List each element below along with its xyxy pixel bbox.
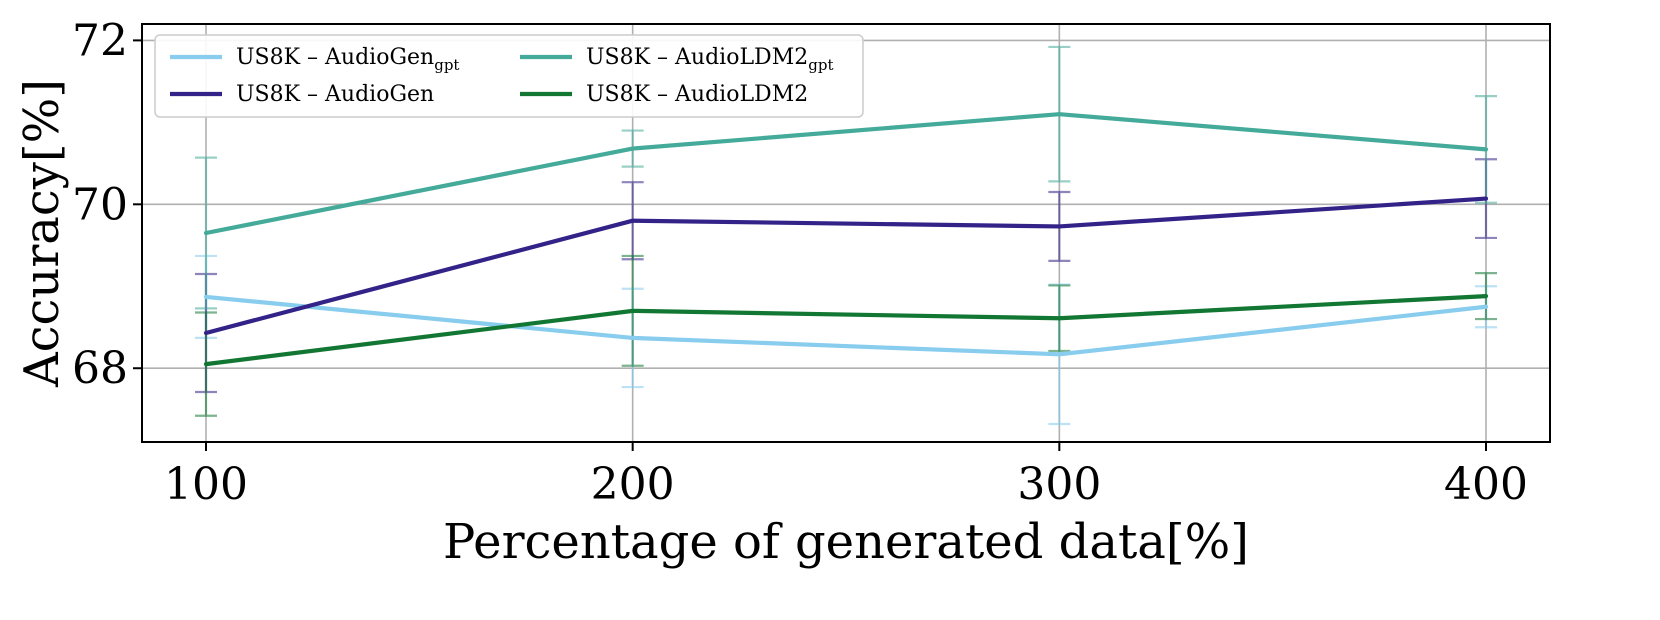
legend-label-name: US8K – AudioLDM2 bbox=[586, 82, 808, 107]
y-axis-label: Accuracy[%] bbox=[14, 79, 70, 388]
y-tick-label: 70 bbox=[72, 179, 128, 230]
axis-ticks: 100 200 300 400 68 70 72 bbox=[72, 15, 1528, 510]
series-line-1 bbox=[203, 196, 1489, 336]
series-line-0 bbox=[203, 294, 1489, 357]
x-tick-label: 400 bbox=[1444, 459, 1528, 510]
legend-label-name: US8K – AudioGen bbox=[236, 45, 434, 70]
y-tick-label: 72 bbox=[72, 15, 128, 66]
x-tick-label: 200 bbox=[591, 459, 675, 510]
series-line-2 bbox=[203, 112, 1489, 236]
x-tick-label: 300 bbox=[1017, 459, 1101, 510]
series-lines bbox=[203, 112, 1489, 367]
x-axis-label: Percentage of generated data[%] bbox=[443, 514, 1249, 570]
legend-label-name: US8K – AudioGen bbox=[236, 82, 434, 107]
legend-label-subscript: gpt bbox=[808, 56, 833, 74]
legend-label-subscript: gpt bbox=[434, 56, 459, 74]
y-tick-label: 68 bbox=[72, 343, 128, 394]
legend-label-name: US8K – AudioLDM2 bbox=[586, 45, 808, 70]
legend-label: US8K – AudioLDM2gpt bbox=[586, 45, 833, 74]
series-line-3 bbox=[203, 294, 1489, 367]
legend-label: US8K – AudioGen bbox=[236, 82, 434, 107]
legend-label: US8K – AudioGengpt bbox=[236, 45, 459, 74]
legend-item: US8K – AudioGengpt bbox=[170, 45, 459, 74]
legend-item: US8K – AudioLDM2gpt bbox=[520, 45, 833, 74]
legend-item: US8K – AudioLDM2 bbox=[520, 82, 808, 107]
x-tick-label: 100 bbox=[164, 459, 248, 510]
legend-label: US8K – AudioLDM2 bbox=[586, 82, 808, 107]
plot-frame bbox=[141, 23, 1551, 443]
legend-box bbox=[154, 34, 864, 118]
legend-item: US8K – AudioGen bbox=[170, 82, 434, 107]
